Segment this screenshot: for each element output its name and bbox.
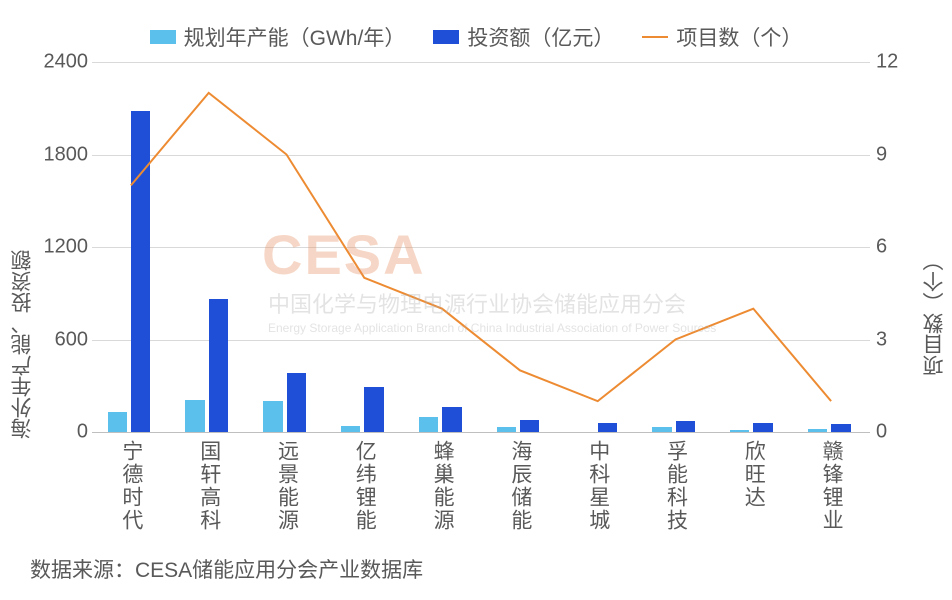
line-projects [131,93,831,401]
y-left-tick: 1800 [28,143,88,166]
y-right-tick: 9 [876,143,936,166]
legend-item: 投资额（亿元） [433,22,614,52]
legend-swatch [150,30,176,44]
y-axis-left-label: 海外年产能、投资额 [8,250,38,439]
x-tick-label: 远景能源 [272,440,302,532]
x-tick-label: 蜂巢能源 [427,440,457,532]
y-left-tick: 2400 [28,51,88,74]
x-tick-label: 宁德时代 [116,440,146,532]
chart-container: 规划年产能（GWh/年）投资额（亿元）项目数（个） 06001200180024… [0,0,952,600]
legend-label: 项目数（个） [676,22,802,52]
x-tick-label: 孚能科技 [661,440,691,532]
legend: 规划年产能（GWh/年） 投资额（亿元） 项目数（个） [0,22,952,52]
x-tick-label: 国轩高科 [194,440,224,532]
x-axis-labels: 宁德时代 国轩高科 远景能源 亿纬锂能 蜂巢能源 海辰储能 中科星城 孚能科技 欣旺达 赣锋锂业 [92,440,870,550]
legend-swatch [433,30,459,44]
data-source: 数据来源：CESA储能应用分会产业数据库 [30,554,423,584]
x-tick-label: 中科星城 [583,440,613,532]
plot-area: CESA 中国化学与物理电源行业协会储能应用分会 Energy Storage … [92,62,870,432]
line-layer [92,62,870,432]
x-tick-label: 欣旺达 [738,440,768,509]
legend-item: 规划年产能（GWh/年） [150,22,406,52]
y-right-tick: 0 [876,421,936,444]
y-right-tick: 12 [876,51,936,74]
gridline [92,432,870,433]
y-axis-right-label: 项目数（个） [920,250,950,376]
legend-label: 投资额（亿元） [467,22,614,52]
y-axis-right: 036912 [876,62,936,432]
x-tick-label: 海辰储能 [505,440,535,532]
legend-label: 规划年产能（GWh/年） [184,22,406,52]
legend-swatch [642,36,668,38]
x-tick-label: 赣锋锂业 [816,440,846,532]
x-tick-label: 亿纬锂能 [349,440,379,532]
legend-item: 项目数（个） [642,22,802,52]
